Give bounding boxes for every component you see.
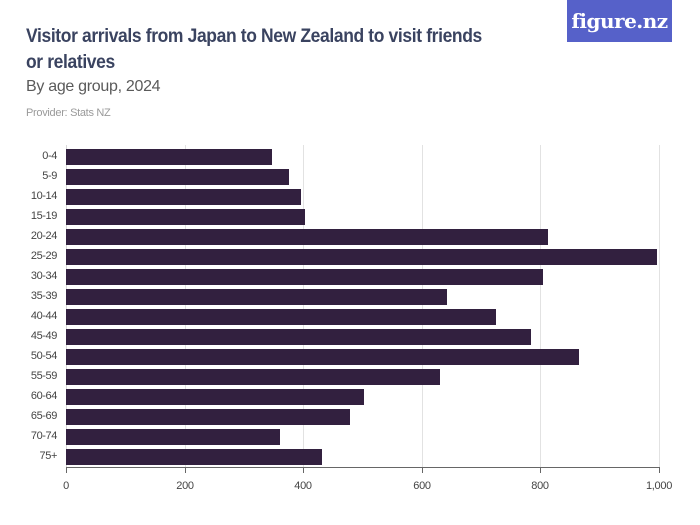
bar-20-24[interactable] [66,229,548,245]
gridline [540,145,541,468]
x-axis-tick [303,467,304,473]
y-axis-label: 40-44 [30,310,58,322]
bar-25-29[interactable] [66,249,657,265]
bar-60-64[interactable] [66,389,364,405]
chart-subtitle: By age group, 2024 [26,78,161,95]
x-axis-tick [66,467,67,473]
bar-35-39[interactable] [66,289,447,305]
bar-75+[interactable] [66,449,322,465]
x-axis-tick-label: 1,000 [645,480,673,492]
bar-65-69[interactable] [66,409,350,425]
x-axis-line [66,467,660,468]
figure-nz-logo[interactable]: figure.nz [567,0,672,42]
y-axis-label: 45-49 [30,330,58,342]
y-axis-label: 15-19 [30,210,58,222]
y-axis-label: 75+ [39,450,58,462]
y-axis-label: 25-29 [30,250,58,262]
x-axis-tick [659,467,660,473]
bar-10-14[interactable] [66,189,301,205]
y-axis-label: 10-14 [30,190,58,202]
x-axis-tick [422,467,423,473]
x-axis-tick [540,467,541,473]
bar-40-44[interactable] [66,309,496,325]
bar-30-34[interactable] [66,269,543,285]
y-axis-line [66,145,67,468]
y-axis-label: 20-24 [30,230,58,242]
y-axis-label: 30-34 [30,270,58,282]
x-axis-tick-label: 400 [294,480,312,492]
provider-text: Provider: Stats NZ [26,107,111,119]
bar-70-74[interactable] [66,429,280,445]
bar-55-59[interactable] [66,369,440,385]
y-axis-label: 65-69 [30,410,58,422]
x-axis-tick-label: 0 [63,480,69,492]
y-axis-label: 70-74 [30,430,58,442]
y-axis-label: 0-4 [42,150,57,162]
gridline [185,145,186,468]
bar-45-49[interactable] [66,329,531,345]
y-axis-label: 50-54 [30,350,58,362]
y-axis-label: 5-9 [42,170,57,182]
bar-50-54[interactable] [66,349,579,365]
bar-15-19[interactable] [66,209,305,225]
chart-title: Visitor arrivals from Japan to New Zeala… [26,26,482,73]
gridline [659,145,660,468]
x-axis-tick [185,467,186,473]
x-axis-tick-label: 800 [531,480,549,492]
x-axis-tick-label: 200 [176,480,194,492]
x-axis-tick-label: 600 [413,480,431,492]
y-axis-label: 35-39 [30,290,58,302]
y-axis-label: 60-64 [30,390,58,402]
bar-0-4[interactable] [66,149,272,165]
y-axis-label: 55-59 [30,370,58,382]
bar-5-9[interactable] [66,169,289,185]
gridline [303,145,304,468]
gridline [422,145,423,468]
